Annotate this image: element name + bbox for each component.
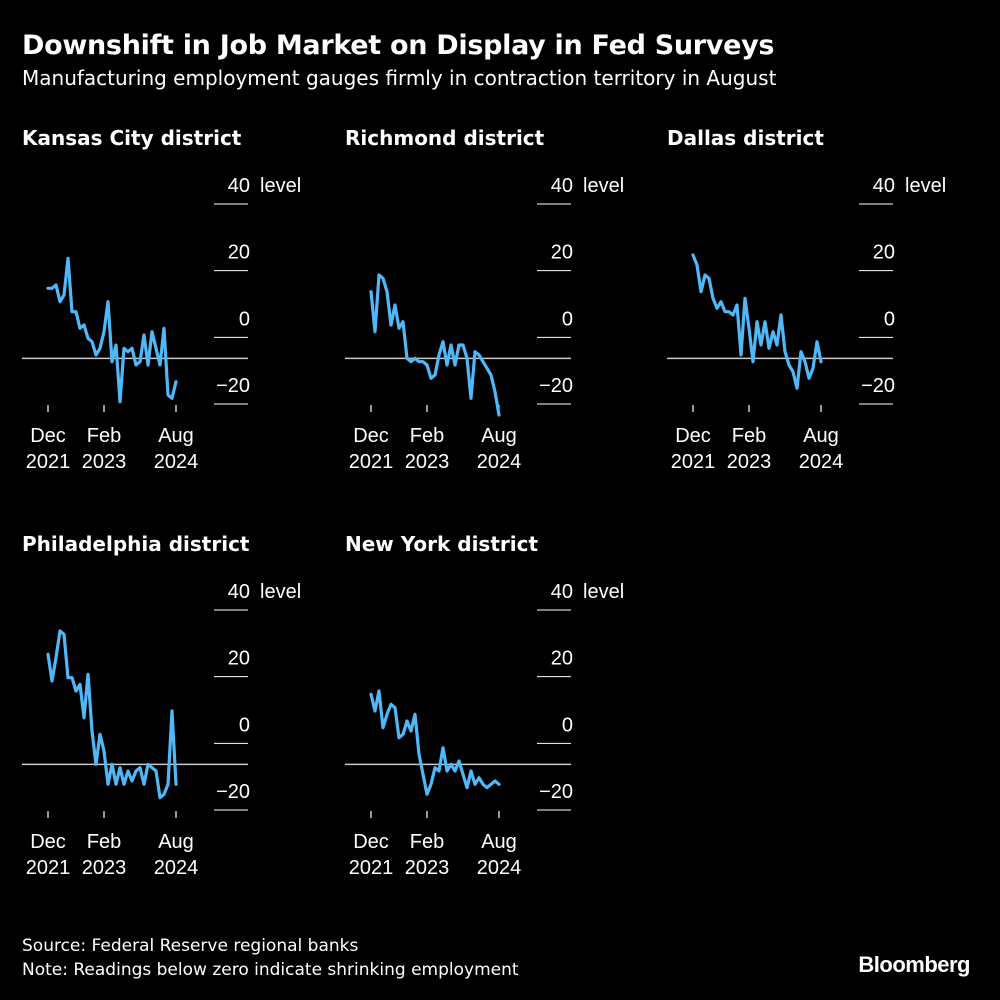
chart-title: Downshift in Job Market on Display in Fe… (22, 30, 775, 61)
new-york-district-ytick-label: 0 (562, 714, 573, 736)
philadelphia-district-y-unit: level (260, 581, 301, 603)
new-york-district-ytick-label: −20 (539, 781, 573, 803)
kansas-city-district-title: Kansas City district (22, 126, 242, 150)
kansas-city-district-series-line (46, 256, 178, 404)
richmond-district-xtick-year: 2021 (349, 451, 394, 473)
philadelphia-district-series-line (46, 629, 178, 800)
new-york-district-xtick-month: Dec (353, 831, 389, 853)
philadelphia-district-xtick-year: 2023 (82, 857, 127, 879)
richmond-district-xtick-month: Aug (481, 425, 517, 447)
richmond-district-series-line (369, 273, 501, 417)
philadelphia-district-ytick-label: 20 (228, 648, 250, 670)
philadelphia-district-xtick-year: 2024 (154, 857, 199, 879)
kansas-city-district-xtick-month: Aug (158, 425, 194, 447)
kansas-city-district-xtick-year: 2021 (26, 451, 71, 473)
philadelphia-district-title: Philadelphia district (22, 532, 250, 556)
source-note: Source: Federal Reserve regional banks (22, 936, 359, 956)
dallas-district-y-unit: level (905, 175, 946, 197)
dallas-district-xtick-month: Dec (675, 425, 711, 447)
chart-subtitle: Manufacturing employment gauges firmly i… (22, 66, 777, 90)
new-york-district-xtick-month: Feb (410, 831, 444, 853)
dallas-district-ytick-label: 40 (873, 175, 895, 197)
philadelphia-district-ytick-label: 40 (228, 581, 250, 603)
philadelphia-district-xtick-month: Feb (87, 831, 121, 853)
dallas-district-ytick-label: 0 (884, 308, 895, 330)
new-york-district-ytick-label: 40 (551, 581, 573, 603)
kansas-city-district-ytick-label: 40 (228, 175, 250, 197)
richmond-district-xtick-month: Feb (410, 425, 444, 447)
philadelphia-district-ytick-label: 0 (239, 714, 250, 736)
richmond-district-ytick-label: 20 (551, 242, 573, 264)
kansas-city-district-ytick-label: 0 (239, 308, 250, 330)
new-york-district-title: New York district (345, 532, 538, 556)
kansas-city-district-xtick-year: 2024 (154, 451, 199, 473)
dallas-district-title: Dallas district (667, 126, 824, 150)
kansas-city-district-ytick-label: −20 (216, 375, 250, 397)
dallas-district-xtick-month: Aug (803, 425, 839, 447)
new-york-district-series-line (369, 689, 501, 796)
dallas-district-ytick-label: −20 (861, 375, 895, 397)
dallas-district-xtick-month: Feb (732, 425, 766, 447)
philadelphia-district-ytick-label: −20 (216, 781, 250, 803)
new-york-district-xtick-month: Aug (481, 831, 517, 853)
kansas-city-district-ytick-label: 20 (228, 242, 250, 264)
richmond-district-xtick-year: 2024 (477, 451, 522, 473)
richmond-district-ytick-label: 40 (551, 175, 573, 197)
philadelphia-district-xtick-month: Dec (30, 831, 66, 853)
new-york-district-xtick-year: 2021 (349, 857, 394, 879)
philadelphia-district-xtick-month: Aug (158, 831, 194, 853)
richmond-district-title: Richmond district (345, 126, 545, 150)
philadelphia-district-xtick-year: 2021 (26, 857, 71, 879)
dallas-district-series-line (691, 253, 823, 390)
footnote: Note: Readings below zero indicate shrin… (22, 960, 519, 980)
kansas-city-district-xtick-year: 2023 (82, 451, 127, 473)
richmond-district-ytick-label: 0 (562, 308, 573, 330)
dallas-district-xtick-year: 2021 (671, 451, 716, 473)
kansas-city-district-xtick-month: Feb (87, 425, 121, 447)
dallas-district-xtick-year: 2024 (799, 451, 844, 473)
dallas-district-ytick-label: 20 (873, 242, 895, 264)
bloomberg-logo: Bloomberg (858, 952, 970, 977)
richmond-district-xtick-year: 2023 (405, 451, 450, 473)
richmond-district-xtick-month: Dec (353, 425, 389, 447)
new-york-district-xtick-year: 2024 (477, 857, 522, 879)
new-york-district-y-unit: level (583, 581, 624, 603)
kansas-city-district-xtick-month: Dec (30, 425, 66, 447)
kansas-city-district-y-unit: level (260, 175, 301, 197)
richmond-district-ytick-label: −20 (539, 375, 573, 397)
new-york-district-xtick-year: 2023 (405, 857, 450, 879)
richmond-district-y-unit: level (583, 175, 624, 197)
dallas-district-xtick-year: 2023 (727, 451, 772, 473)
new-york-district-ytick-label: 20 (551, 648, 573, 670)
